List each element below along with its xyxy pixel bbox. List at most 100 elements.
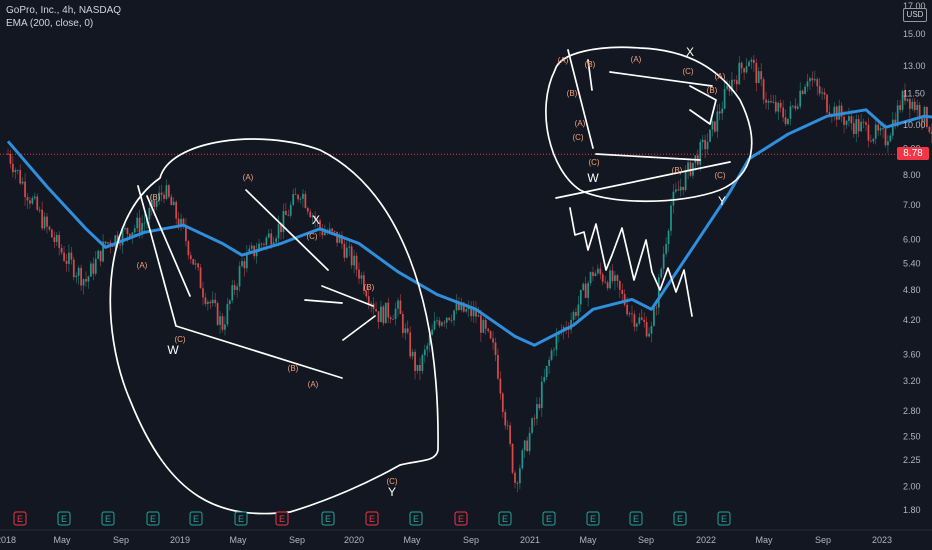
- earnings-marker[interactable]: E: [321, 511, 335, 526]
- candle-body: [889, 135, 892, 142]
- time-axis[interactable]: 2018 May Sep 2019 May Sep 2020 May Sep 2021 May Sep…: [0, 529, 932, 545]
- candle-body: [523, 440, 526, 451]
- wave-label: (C): [572, 133, 583, 142]
- candle-body: [723, 88, 726, 109]
- time-tick-label: Sep: [289, 535, 305, 545]
- candle-body: [865, 122, 867, 125]
- candle-body: [930, 132, 932, 134]
- wave-label: (B): [672, 166, 683, 175]
- candle-body: [41, 209, 44, 229]
- candle-body: [297, 194, 299, 200]
- candle-body: [275, 238, 278, 243]
- candle-body: [399, 300, 402, 315]
- earnings-marker[interactable]: E: [409, 511, 423, 526]
- marker-box: [409, 511, 423, 526]
- time-tick-label: Sep: [638, 535, 654, 545]
- price-tick-label: 2.25: [903, 455, 921, 465]
- earnings-marker[interactable]: E: [13, 511, 27, 526]
- earnings-marker[interactable]: E: [586, 511, 600, 526]
- candle-body: [65, 260, 68, 264]
- time-tick-label: 2021: [520, 535, 540, 545]
- candle-body: [9, 153, 12, 164]
- candle-body: [155, 200, 158, 207]
- candle-body: [428, 335, 431, 346]
- annotations: [109, 46, 753, 515]
- indicator-title[interactable]: EMA (200, close, 0): [6, 18, 94, 29]
- time-tick-label: May: [53, 535, 71, 545]
- candle-body: [667, 230, 670, 244]
- candle-body: [355, 255, 358, 270]
- candle-body: [50, 229, 53, 238]
- price-tick-label: 7.00: [903, 200, 921, 210]
- candle-body: [423, 349, 426, 356]
- wave-label: (C): [682, 67, 693, 76]
- earnings-marker[interactable]: E: [275, 511, 289, 526]
- candle-body: [916, 104, 919, 111]
- candle-body: [416, 365, 419, 371]
- candle-body: [757, 71, 760, 84]
- candle-body: [874, 124, 877, 139]
- candle-body: [840, 105, 843, 117]
- time-tick-label: 2020: [344, 535, 364, 545]
- candle-body: [77, 267, 80, 276]
- candle-body: [384, 302, 387, 324]
- candle-body: [604, 281, 607, 283]
- wave-label: (A): [715, 72, 726, 81]
- earnings-marker[interactable]: E: [57, 511, 71, 526]
- wave-label: (C): [588, 158, 599, 167]
- candle-body: [528, 432, 531, 452]
- marker-box: [101, 511, 115, 526]
- candle-body: [292, 194, 295, 205]
- earnings-marker[interactable]: E: [629, 511, 643, 526]
- earnings-marker[interactable]: E: [454, 511, 468, 526]
- candle-body: [545, 365, 548, 378]
- price-tick-label: 2.80: [903, 406, 921, 416]
- candle-body: [236, 286, 239, 290]
- candle-body: [684, 171, 687, 190]
- candle-body: [143, 222, 146, 224]
- candle-body: [843, 116, 845, 125]
- earnings-marker[interactable]: E: [234, 511, 248, 526]
- candle-body: [767, 101, 770, 103]
- candle-body: [577, 304, 580, 316]
- ema-200-line: [6, 108, 932, 347]
- earnings-marker[interactable]: E: [542, 511, 556, 526]
- candle-body: [192, 258, 195, 265]
- candle-body: [111, 246, 114, 248]
- candle-body: [333, 231, 336, 232]
- earnings-marker[interactable]: E: [498, 511, 512, 526]
- candle-body: [575, 312, 577, 316]
- candle-body: [209, 301, 212, 304]
- candle-body: [484, 319, 487, 329]
- earnings-marker[interactable]: E: [189, 511, 203, 526]
- symbol-title[interactable]: GoPro, Inc., 4h, NASDAQ: [6, 5, 122, 16]
- candle-body: [648, 333, 650, 337]
- earnings-marker[interactable]: E: [146, 511, 160, 526]
- candle-body: [311, 215, 314, 218]
- candle-body: [623, 293, 626, 305]
- candle-body: [458, 302, 460, 310]
- time-tick-label: May: [403, 535, 421, 545]
- candle-body: [365, 290, 368, 297]
- price-axis[interactable]: 17.0015.0013.0011.5010.009.008.007.006.0…: [903, 1, 926, 515]
- candle-body: [336, 231, 338, 243]
- earnings-marker[interactable]: E: [717, 511, 731, 526]
- candle-body: [107, 242, 109, 244]
- earnings-marker[interactable]: E: [365, 511, 379, 526]
- candle-body: [89, 263, 92, 277]
- currency-label[interactable]: USD: [903, 8, 927, 22]
- candle-body: [455, 302, 458, 311]
- candle-body: [479, 315, 482, 333]
- candle-body: [621, 289, 624, 294]
- candle-body: [260, 243, 263, 245]
- earnings-marker[interactable]: E: [101, 511, 115, 526]
- earnings-marker[interactable]: E: [673, 511, 687, 526]
- wave-label: W: [167, 343, 179, 357]
- candle-body: [82, 279, 85, 286]
- marker-box: [234, 511, 248, 526]
- time-tick-label: May: [755, 535, 773, 545]
- candle-body: [497, 354, 499, 379]
- candle-body: [231, 285, 234, 301]
